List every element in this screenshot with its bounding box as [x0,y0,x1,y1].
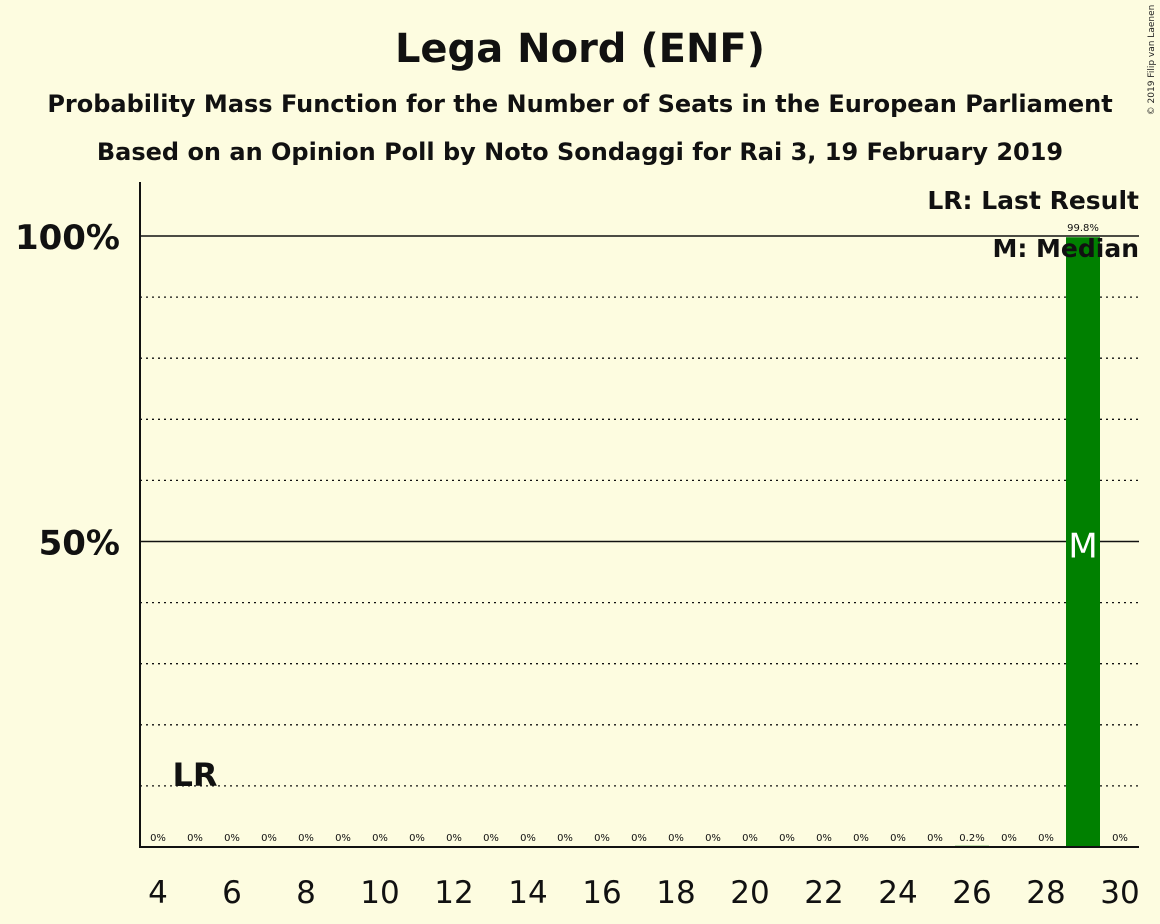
x-tick-26: 26 [952,875,991,911]
x-tick-20: 20 [730,875,769,911]
x-tick-4: 4 [148,875,168,911]
x-tick-14: 14 [508,875,547,911]
tick-labels: 4 6 8 10 12 14 16 18 20 22 24 26 28 30 50% 100% [15,218,1140,911]
value-label-12: 0% [446,833,462,844]
value-label-28: 0% [1038,833,1054,844]
value-label-20: 0% [742,833,758,844]
value-label-30: 0% [1112,833,1128,844]
value-label-22: 0% [816,833,832,844]
x-tick-24: 24 [878,875,917,911]
value-labels: 0% 0% 0% 0% 0% 0% 0% 0% 0% 0% 0% 0% 0% 0% 0% 0% 0% 0% 0% 0%… [150,223,1128,844]
y-tick-50: 50% [39,524,120,564]
x-tick-12: 12 [434,875,473,911]
value-label-18: 0% [668,833,684,844]
x-tick-30: 30 [1100,875,1139,911]
x-tick-8: 8 [296,875,316,911]
value-label-6: 0% [224,833,240,844]
value-label-15: 0% [557,833,573,844]
value-label-14: 0% [520,833,536,844]
chart-subtitle: Probability Mass Function for the Number… [47,90,1113,118]
axes [139,182,1139,848]
value-label-29: 99.8% [1067,223,1099,234]
value-label-24: 0% [890,833,906,844]
value-label-4: 0% [150,833,166,844]
value-label-9: 0% [335,833,351,844]
legend-median: M: Median [992,234,1139,263]
value-label-5: 0% [187,833,203,844]
value-label-7: 0% [261,833,277,844]
median-marker: M [1068,527,1097,567]
x-tick-22: 22 [804,875,843,911]
value-label-16: 0% [594,833,610,844]
x-tick-16: 16 [582,875,621,911]
value-label-26: 0.2% [959,833,984,844]
value-label-27: 0% [1001,833,1017,844]
x-tick-18: 18 [656,875,695,911]
chart-title: Lega Nord (ENF) [394,26,766,72]
value-label-10: 0% [372,833,388,844]
legend-last-result: LR: Last Result [927,186,1139,215]
value-label-25: 0% [927,833,943,844]
last-result-marker: LR [172,756,217,794]
grid-lines [140,235,1139,787]
value-label-13: 0% [483,833,499,844]
chart-subtitle-source: Based on an Opinion Poll by Noto Sondagg… [96,138,1064,166]
x-tick-10: 10 [360,875,399,911]
value-label-17: 0% [631,833,647,844]
value-label-19: 0% [705,833,721,844]
value-label-8: 0% [298,833,314,844]
value-label-23: 0% [853,833,869,844]
value-label-11: 0% [409,833,425,844]
value-label-21: 0% [779,833,795,844]
y-tick-100: 100% [15,218,120,258]
x-tick-6: 6 [222,875,242,911]
bar-29 [1066,237,1100,848]
x-tick-28: 28 [1026,875,1065,911]
